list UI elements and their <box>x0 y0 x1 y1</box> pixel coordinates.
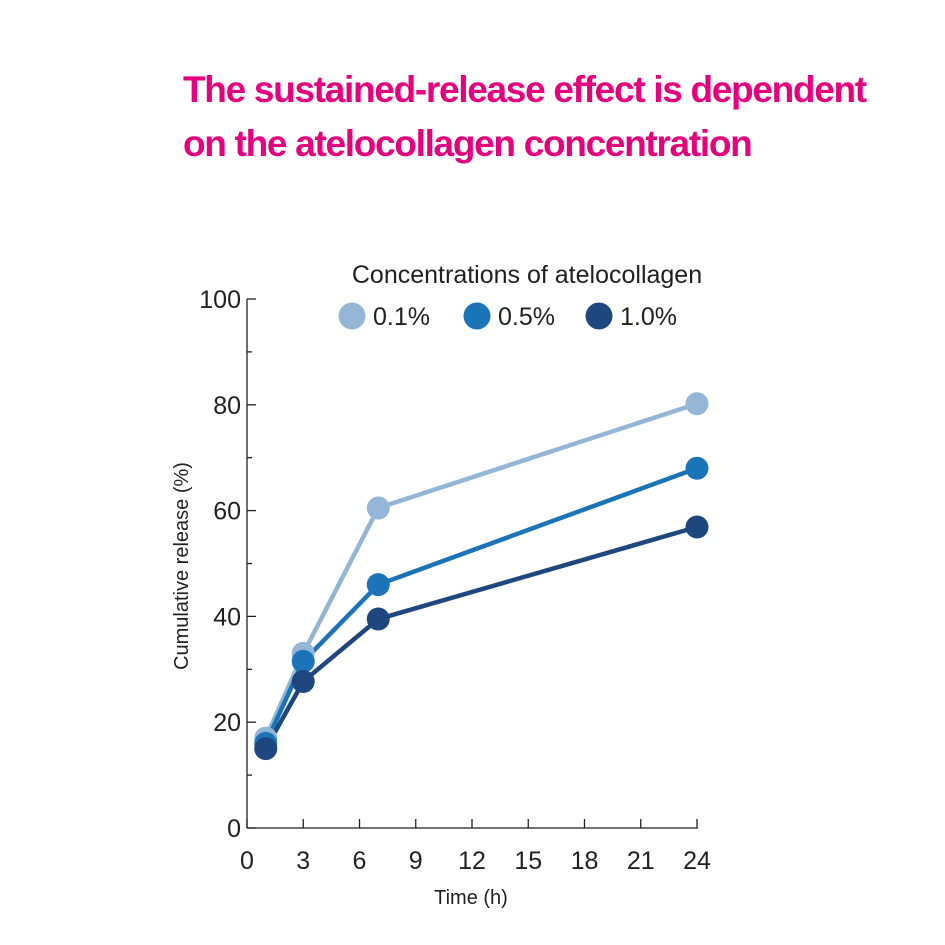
legend-title: Concentrations of atelocollagen <box>352 261 702 289</box>
legend: Concentrations of atelocollagen 0.1% 0.5%… <box>338 261 702 331</box>
legend-marker <box>585 302 613 330</box>
chart-title-line-1: The sustained-release effect is dependen… <box>183 69 867 110</box>
series-line-2 <box>263 466 698 745</box>
data-point-series-3 <box>291 669 315 693</box>
data-point-series-3 <box>254 737 278 761</box>
y-tick-label: 20 <box>213 709 241 737</box>
chart-title-line-2: on the atelocollagen concentration <box>183 123 753 164</box>
data-point-series-2 <box>366 573 390 597</box>
x-tick-label: 18 <box>571 847 599 875</box>
y-tick-label: 80 <box>213 392 241 420</box>
x-tick-label: 15 <box>514 847 542 875</box>
legend-label: 0.5% <box>498 303 555 331</box>
y-tick-label: 40 <box>213 603 241 631</box>
x-tick-label: 0 <box>240 847 254 875</box>
series-line-3 <box>263 524 698 750</box>
axes: 0 20 40 60 80 100 0 3 6 9 12 15 18 21 24 <box>199 286 711 875</box>
x-tick-label: 3 <box>296 847 310 875</box>
legend-marker <box>463 302 491 330</box>
data-point-series-2 <box>685 456 709 480</box>
data-point-series-2 <box>291 649 315 673</box>
legend-label: 0.1% <box>373 303 430 331</box>
y-tick-label: 60 <box>213 498 241 526</box>
data-point-series-1 <box>366 496 390 520</box>
y-tick-label: 0 <box>227 815 241 843</box>
x-tick-label: 6 <box>353 847 367 875</box>
y-tick-label: 100 <box>199 286 241 314</box>
series-lines <box>263 401 698 750</box>
x-axis-label: Time (h) <box>434 887 508 909</box>
legend-marker <box>338 302 366 330</box>
chart-title: The sustained-release effect is dependen… <box>183 63 903 171</box>
x-tick-label: 9 <box>409 847 423 875</box>
x-tick-label: 21 <box>627 847 655 875</box>
y-axis-label: Cumulative release (%) <box>171 462 193 670</box>
series-line-1 <box>263 401 698 739</box>
x-tick-label: 24 <box>683 847 711 875</box>
series-points <box>254 392 709 761</box>
legend-label: 1.0% <box>620 303 677 331</box>
data-point-series-3 <box>366 607 390 631</box>
data-point-series-3 <box>685 515 709 539</box>
x-tick-label: 12 <box>458 847 486 875</box>
data-point-series-1 <box>685 392 709 416</box>
